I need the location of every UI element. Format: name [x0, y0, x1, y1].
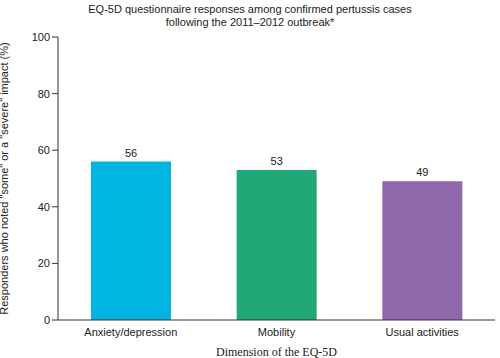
- svg-text:Dimension of the EQ-5D: Dimension of the EQ-5D: [216, 345, 337, 358]
- svg-text:53: 53: [271, 155, 283, 167]
- svg-text:Anxiety/depression: Anxiety/depression: [84, 326, 177, 338]
- svg-text:Usual activities: Usual activities: [385, 326, 459, 338]
- svg-text:80: 80: [38, 88, 50, 100]
- svg-text:60: 60: [38, 144, 50, 156]
- svg-text:0: 0: [44, 314, 50, 326]
- svg-text:100: 100: [32, 31, 50, 43]
- svg-text:Mobility: Mobility: [258, 326, 296, 338]
- svg-text:20: 20: [38, 257, 50, 269]
- html-text:EQ-5D questionnaire responses: EQ-5D questionnaire responses among conf…: [88, 3, 412, 28]
- svg-text:56: 56: [125, 147, 137, 159]
- svg-text:40: 40: [38, 201, 50, 213]
- svg-text:49: 49: [416, 166, 428, 178]
- svg-text:Responders who noted "some" or: Responders who noted "some" or a "severe…: [8, 42, 10, 314]
